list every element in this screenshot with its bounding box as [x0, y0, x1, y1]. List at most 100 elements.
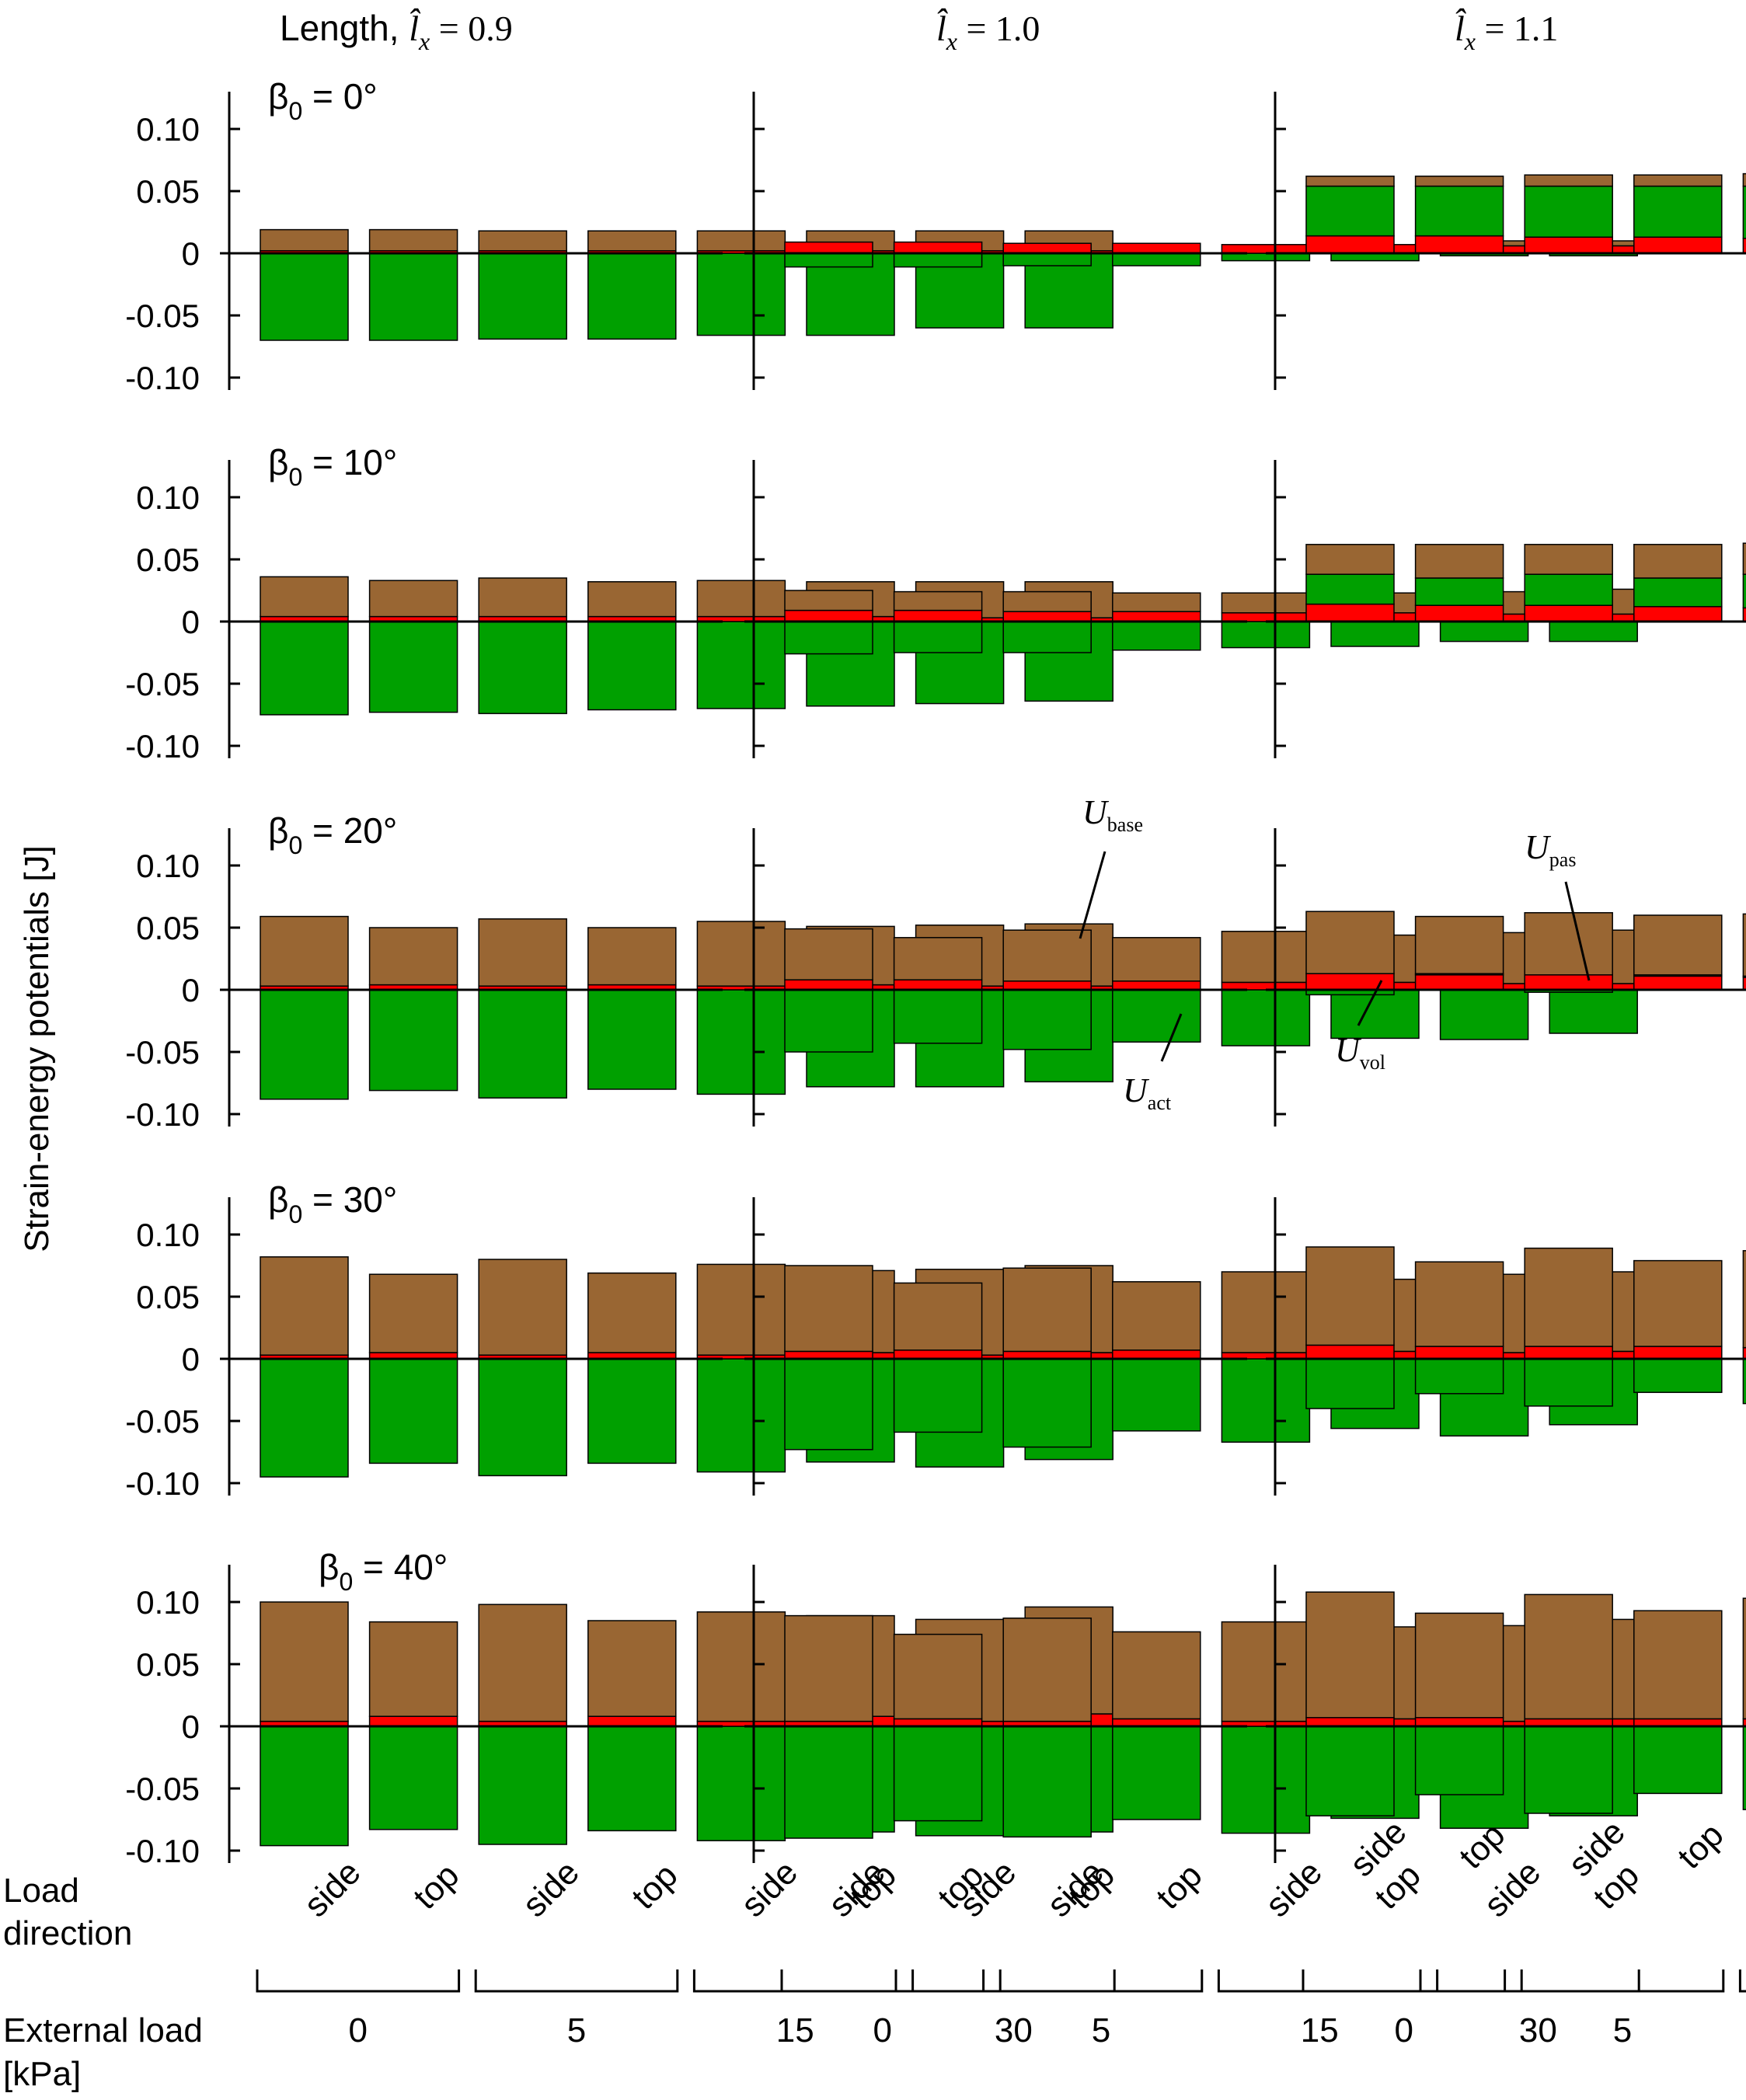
external-load-label: External load	[3, 2011, 203, 2050]
annotation-u-vol: Uvol	[1335, 1031, 1385, 1074]
bar-u-vol	[893, 609, 983, 622]
bar-u-vol	[1524, 974, 1613, 991]
load-direction-tick: top	[1149, 1856, 1210, 1917]
annotation-u-pas: Upas	[1525, 828, 1576, 871]
bar-u-base	[1633, 544, 1723, 579]
load-group-bracket	[1738, 1969, 1746, 1993]
bar-u-vol	[893, 1350, 983, 1360]
annotation-u-act-leader	[1160, 1013, 1183, 1062]
bar-u-base	[478, 1604, 567, 1722]
beta-label: β0 = 0°	[268, 76, 378, 125]
panel-r3-c2	[1266, 1197, 1746, 1496]
external-load-tick: 0	[873, 2011, 892, 2050]
external-load-label: [kPa]	[3, 2055, 81, 2093]
y-tick-label: -0.05	[125, 298, 200, 334]
bar-u-base	[1633, 174, 1723, 187]
bar-u-vol	[784, 609, 873, 622]
bar-u-act	[893, 989, 983, 1044]
y-tick-label: 0.10	[136, 479, 200, 516]
bar-u-act	[784, 252, 873, 268]
bar-u-act	[1305, 1358, 1395, 1409]
y-tick-label: -0.10	[125, 728, 200, 764]
bar-u-base	[1221, 1271, 1311, 1353]
bar-u-base	[1742, 172, 1746, 187]
bar-u-base	[260, 576, 349, 618]
y-tick-label: -0.10	[125, 360, 200, 396]
panel-r0-c2	[1266, 92, 1746, 390]
bar-u-act	[368, 1358, 458, 1464]
load-direction-tick: side	[734, 1853, 805, 1924]
bar-u-base	[1305, 911, 1395, 974]
load-direction-tick: top	[406, 1856, 467, 1917]
bar-u-base	[1112, 592, 1201, 612]
load-group-bracket	[474, 1969, 679, 1993]
bar-u-pas	[1742, 185, 1746, 239]
bar-u-act	[1439, 989, 1529, 1040]
external-load-tick: 0	[349, 2011, 368, 2050]
bar-u-act	[1633, 1726, 1723, 1795]
bar-u-act	[1112, 1358, 1201, 1432]
bar-u-act	[1002, 1726, 1092, 1838]
bar-u-base	[478, 577, 567, 618]
bar-u-vol	[1112, 1350, 1201, 1360]
bar-u-vol	[1742, 607, 1746, 622]
bar-u-base	[696, 580, 786, 618]
column-header: Length, l̂x = 0.9	[280, 8, 513, 55]
external-load-tick: 15	[1301, 2011, 1339, 2050]
bar-u-act	[478, 1358, 567, 1477]
bar-u-vol	[893, 979, 983, 991]
bar-u-act	[368, 989, 458, 1092]
bar-u-act	[1633, 1358, 1723, 1393]
beta-label: β0 = 20°	[268, 810, 397, 859]
load-group-bracket	[1302, 1969, 1507, 1993]
bar-u-vol	[1221, 244, 1311, 254]
bar-u-vol	[1742, 238, 1746, 254]
bar-u-vol	[1742, 977, 1746, 991]
bar-u-base	[1414, 915, 1504, 974]
bar-u-act	[260, 1358, 349, 1478]
bar-u-vol	[1112, 980, 1201, 991]
bar-u-pas	[1742, 975, 1746, 978]
bar-u-base	[1002, 929, 1092, 982]
bar-u-act	[1221, 989, 1311, 1047]
bar-u-act	[1742, 1726, 1746, 1810]
load-group-bracket	[998, 1969, 1204, 1993]
bar-u-pas	[1633, 577, 1723, 608]
annotation-u-vol-leader	[1357, 980, 1383, 1026]
bar-u-act	[696, 989, 786, 1095]
bar-u-act	[1112, 989, 1201, 1043]
y-tick-label: 0	[182, 604, 200, 640]
panel-grid: 0.10 0.05 0 -0.05 -0.10 β0 = 0° 0.10 0.05 0 -0.05…	[125, 76, 1746, 1869]
bar-u-act	[478, 252, 567, 340]
bar-u-vol	[1633, 606, 1723, 622]
bar-u-vol	[1524, 1346, 1613, 1360]
bar-u-act	[260, 621, 349, 716]
panel-r1-c2	[1266, 460, 1746, 758]
bar-u-act	[1549, 621, 1638, 643]
bar-u-base	[696, 230, 786, 252]
bar-u-base	[1305, 176, 1395, 187]
y-tick-label: 0	[182, 1708, 200, 1745]
beta-label: β0 = 30°	[268, 1179, 397, 1228]
bar-u-pas	[1414, 185, 1504, 237]
bar-u-act	[368, 252, 458, 341]
bar-u-vol	[784, 979, 873, 991]
load-direction-tick: side	[1258, 1853, 1330, 1924]
bar-u-vol	[1742, 1718, 1746, 1727]
external-load-tick: 15	[776, 2011, 814, 2050]
y-axis-label: Strain-energy potentials [J]	[18, 845, 56, 1252]
bar-u-base	[368, 1621, 458, 1717]
beta-label: β0 = 40°	[319, 1547, 448, 1596]
bar-u-act	[1002, 989, 1092, 1050]
external-load-tick: 5	[1092, 2011, 1110, 2050]
bar-u-base	[260, 1256, 349, 1356]
bar-u-base	[784, 1265, 873, 1353]
bar-u-base	[1633, 1259, 1723, 1347]
bar-u-base	[1002, 590, 1092, 612]
bar-u-act	[1524, 1726, 1613, 1814]
bar-u-base	[893, 1282, 983, 1351]
bar-u-base	[1112, 1631, 1201, 1720]
bar-u-base	[1305, 1591, 1395, 1719]
load-group-bracket	[911, 1969, 1116, 1993]
